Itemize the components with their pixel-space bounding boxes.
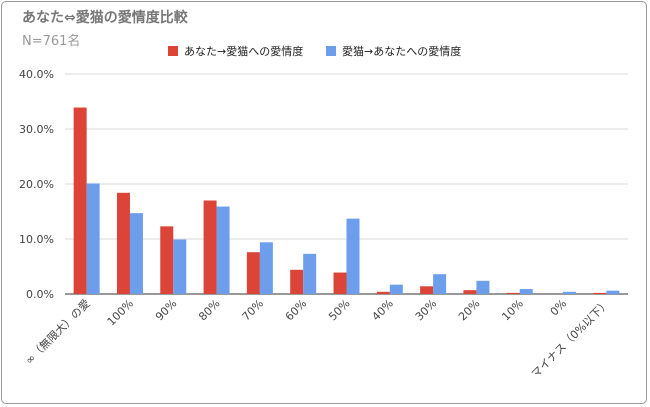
bar-series-1: [290, 269, 304, 294]
bar-series-1: [73, 107, 87, 294]
legend-swatch: [168, 46, 178, 56]
bar-series-2: [563, 291, 577, 294]
bar-series-2: [259, 242, 273, 294]
x-tick-label: 30%: [413, 297, 439, 323]
bar-series-2: [389, 284, 403, 294]
bar-series-1: [463, 290, 477, 294]
y-tick-label: 40.0%: [19, 68, 54, 81]
bar-series-2: [303, 253, 317, 294]
bar-series-2: [519, 289, 533, 294]
y-tick-label: 0.0%: [26, 288, 54, 301]
bar-series-1: [593, 292, 607, 294]
legend-label: あなた→愛猫への愛情度: [184, 44, 303, 58]
bar-series-2: [216, 206, 230, 294]
x-tick-label: 90%: [153, 297, 179, 323]
bar-series-1: [116, 192, 130, 294]
bar-series-2: [129, 213, 143, 294]
x-tick-label: 0%: [548, 297, 570, 319]
y-tick-label: 20.0%: [19, 178, 54, 191]
bar-series-1: [376, 291, 390, 294]
bar-series-1: [203, 200, 217, 294]
y-axis-ticks: 0.0% 10.0% 20.0% 30.0% 40.0%: [19, 68, 54, 301]
x-axis-ticks: ∞（無限大）の愛 100% 90% 80% 70% 60% 50% 40% 30% 20% 10% 0…: [22, 296, 613, 380]
x-tick-label: 20%: [456, 297, 482, 323]
bar-series-2: [173, 239, 187, 294]
bar-series-2: [433, 274, 447, 294]
bars: [73, 107, 620, 294]
x-tick-label: マイナス（0%以下）: [529, 297, 613, 381]
x-tick-label: 80%: [196, 297, 222, 323]
bar-series-1: [246, 252, 260, 294]
legend: あなた→愛猫への愛情度 愛猫→あなたへの愛情度: [168, 44, 461, 58]
x-tick-label: ∞（無限大）の愛: [22, 296, 93, 367]
x-tick-label: 100%: [105, 297, 136, 328]
bar-series-2: [86, 183, 100, 294]
gridlines: [65, 73, 628, 295]
bar-series-1: [333, 272, 347, 294]
bar-series-2: [346, 218, 360, 294]
legend-label: 愛猫→あなたへの愛情度: [342, 44, 461, 58]
bar-series-2: [606, 290, 620, 294]
chart-title: あなた⇔愛猫の愛情度比較: [22, 10, 188, 26]
bar-series-2: [476, 280, 490, 294]
x-tick-label: 60%: [283, 297, 309, 323]
y-tick-label: 30.0%: [19, 123, 54, 136]
y-tick-label: 10.0%: [19, 233, 54, 246]
bar-series-1: [420, 286, 434, 294]
chart-subtitle: N=761名: [22, 34, 81, 49]
legend-swatch: [326, 46, 336, 56]
x-tick-label: 10%: [499, 297, 525, 323]
bar-series-1: [506, 292, 520, 294]
x-tick-label: 50%: [326, 297, 352, 323]
x-tick-label: 40%: [369, 297, 395, 323]
x-tick-label: 70%: [240, 297, 266, 323]
bar-series-1: [160, 226, 174, 294]
